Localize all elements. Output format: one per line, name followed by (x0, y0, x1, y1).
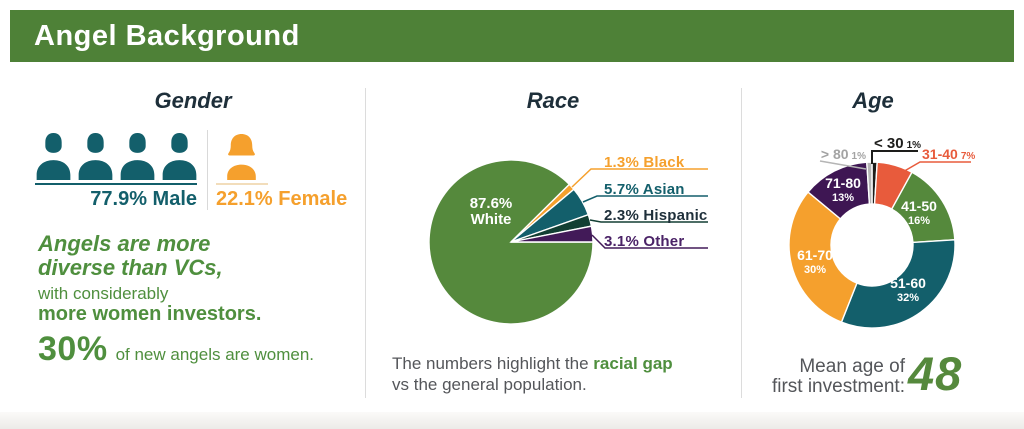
age-slice-label-6170: 61-70 30% (785, 248, 845, 278)
race-label-asian: 5.7% Asian (604, 181, 685, 198)
column-divider-2 (741, 88, 742, 398)
age-slice-label-5160: 51-60 32% (878, 276, 938, 306)
race-white-slice-label: 87.6% White (451, 196, 531, 228)
race-label-black: 1.3% Black (604, 154, 685, 171)
age-slice-6170-pct: 30% (803, 264, 827, 276)
bottom-fade-bar (0, 412, 1024, 429)
gender-stat-text: of new angels are women. (115, 345, 315, 364)
race-caption-line2: vs the general population. (392, 375, 587, 394)
male-icon-group (35, 133, 198, 180)
gender-title: Gender (154, 88, 232, 113)
male-percentage-label: 77.9% Male (90, 188, 197, 210)
slice--80 (866, 161, 873, 205)
slice-other (510, 225, 594, 243)
age-donut-chart (788, 161, 956, 329)
male-icon (162, 133, 197, 180)
age-label-lt30: < 30 1% (874, 135, 921, 152)
gender-stat-value: 30% (38, 330, 108, 368)
race-pie-chart (428, 159, 594, 325)
age-slice-label-4150: 41-50 16% (889, 199, 949, 229)
gender-subline: with considerably (38, 284, 169, 303)
female-percentage-label: 22.1% Female (216, 188, 348, 210)
race-title: Race (526, 88, 580, 113)
leader-line-black (571, 168, 708, 188)
male-icon (120, 133, 155, 180)
leader-line-other (591, 234, 708, 249)
age-label-lt30-range: < 30 (874, 135, 904, 152)
column-divider-1 (365, 88, 366, 398)
race-label-other: 3.1% Other (604, 233, 685, 250)
header-banner: Angel Background (10, 10, 1014, 62)
slice-61-70 (788, 191, 858, 324)
leader-line-asian (582, 195, 708, 203)
race-white-name: White (470, 211, 512, 228)
gender-headline-line1: Angels are more (38, 231, 211, 256)
mean-age-label: Mean age of first investment: (755, 357, 905, 397)
race-caption-bold: racial gap (593, 354, 673, 373)
gender-stat-row: 30% of new angels are women. (38, 330, 314, 369)
age-label-3140: 31-40 7% (922, 146, 975, 162)
age-label-lt30-pct: 1% (906, 140, 922, 151)
age-label-gt80: > 80 1% (788, 146, 866, 162)
age-label-3140-pct: 7% (960, 151, 976, 162)
mean-age-label-line2: first investment: (771, 376, 905, 397)
leader-line-hispanic (589, 219, 708, 223)
male-icon-shape (120, 133, 155, 180)
leader-line-lt30 (871, 150, 918, 164)
male-icon (36, 133, 71, 180)
age-slice-5160-range: 51-60 (890, 275, 926, 291)
gender-headline-line2: diverse than VCs, (38, 255, 223, 280)
male-icon-shape (162, 133, 197, 180)
male-icon (78, 133, 113, 180)
race-caption-prefix: The numbers highlight the (392, 354, 594, 373)
age-slice-4150-pct: 16% (907, 215, 931, 227)
gender-boldline: more women investors. (38, 303, 262, 325)
age-slice-4150-range: 41-50 (901, 198, 937, 214)
age-slice-label-7180: 71-80 13% (813, 176, 873, 206)
age-slice-5160-pct: 32% (896, 292, 920, 304)
race-white-pct: 87.6% (469, 195, 513, 212)
gender-divider (207, 130, 208, 210)
gender-headline: Angels are more diverse than VCs, (38, 232, 223, 280)
age-slice-7180-range: 71-80 (825, 175, 861, 191)
leader-line-3140 (900, 161, 971, 174)
female-icon-group (219, 133, 264, 185)
male-icon-shape (36, 133, 71, 180)
age-title: Age (852, 88, 894, 113)
age-slice-7180-pct: 13% (831, 192, 855, 204)
mean-age-label-line1: Mean age of (799, 356, 905, 377)
page-title: Angel Background (34, 19, 300, 52)
age-label-gt80-pct: 1% (851, 151, 866, 162)
race-label-hispanic: 2.3% Hispanic (604, 207, 708, 224)
female-underline (216, 183, 268, 185)
female-icon (227, 134, 256, 180)
race-caption: The numbers highlight the racial gap vs … (392, 353, 722, 395)
age-label-3140-range: 31-40 (922, 146, 958, 162)
race-caption-line1: The numbers highlight the racial gap (392, 353, 722, 374)
female-icon-shape (227, 134, 256, 180)
age-slice-6170-range: 61-70 (797, 247, 833, 263)
slice-51-60 (840, 239, 956, 329)
male-icon-shape (78, 133, 113, 180)
mean-age-value: 48 (908, 347, 963, 400)
leader-line-gt80 (819, 160, 867, 170)
male-underline (35, 183, 197, 185)
age-label-gt80-range: > 80 (820, 146, 849, 162)
